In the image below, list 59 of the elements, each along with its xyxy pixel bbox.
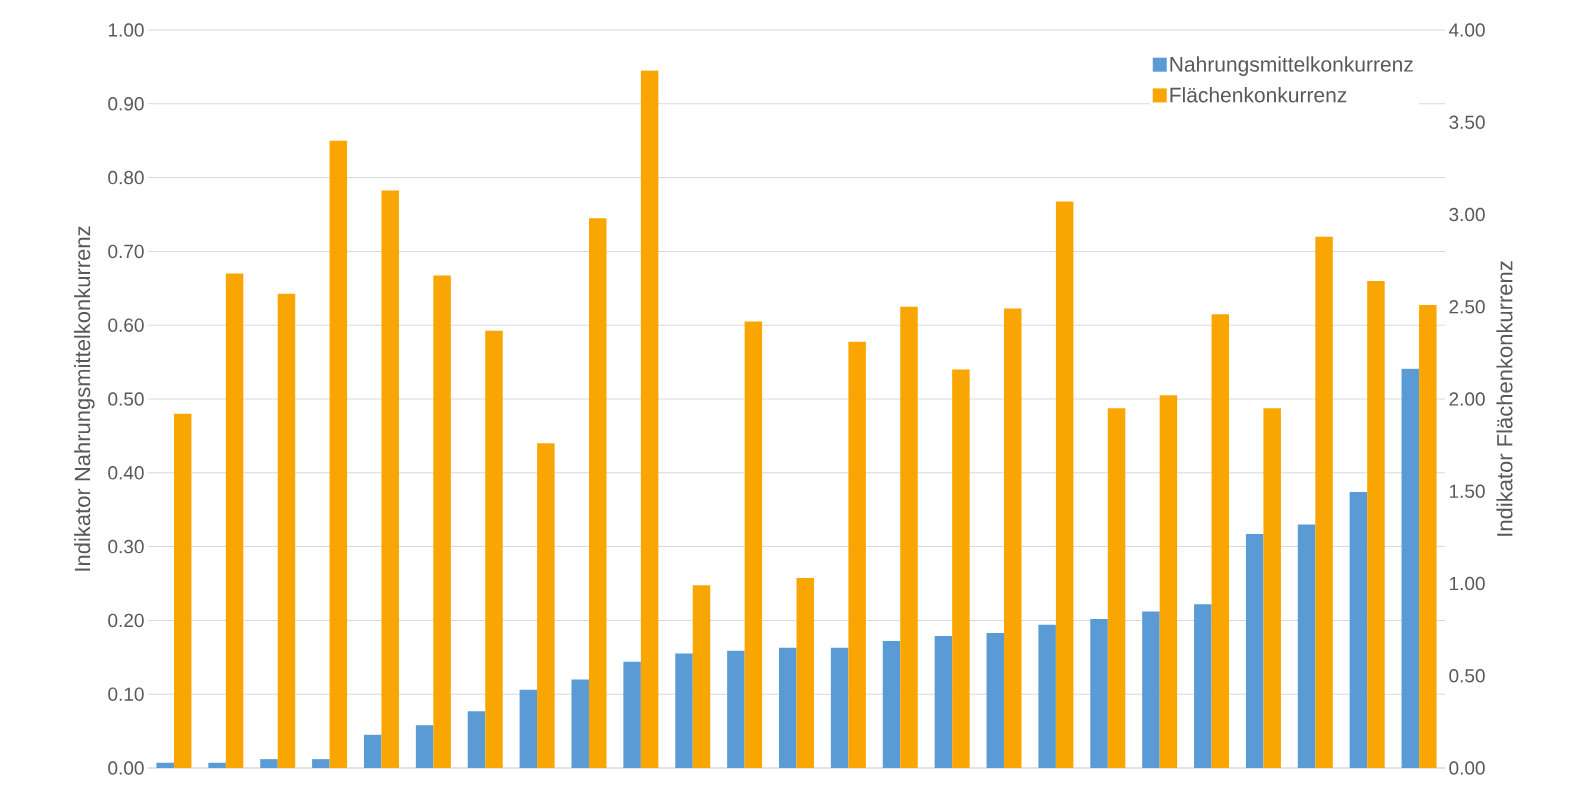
bar — [900, 306, 918, 768]
y-tick-label: 0.30 — [108, 539, 144, 554]
bar — [363, 734, 382, 768]
bar — [225, 273, 244, 768]
y2-tick-label: 2.50 — [1449, 300, 1485, 314]
bar — [1004, 308, 1022, 768]
y2-tick-label: 3.00 — [1449, 207, 1485, 222]
y2-axis-title: Indikator Flächenkonkurrenz — [1496, 261, 1513, 536]
bar — [588, 218, 607, 768]
y-tick-label: 0.70 — [108, 244, 144, 259]
bar — [260, 759, 278, 768]
bar — [882, 641, 901, 768]
y-tick-label: 1.00 — [108, 23, 144, 37]
y2-tick-label: 2.00 — [1449, 392, 1485, 406]
bar — [952, 369, 970, 768]
bar — [537, 443, 555, 768]
bar — [1038, 624, 1056, 768]
bar — [1315, 236, 1333, 768]
bar — [623, 661, 641, 768]
bar — [467, 711, 486, 768]
bar — [329, 140, 348, 768]
bar — [312, 759, 330, 768]
bar — [571, 679, 589, 768]
legend-label: Flächenkonkurrenz — [1170, 87, 1347, 103]
y-tick-label: 0.40 — [108, 466, 144, 480]
y-tick-label: 0.10 — [108, 687, 144, 701]
bar — [986, 632, 1005, 768]
bar — [1055, 201, 1074, 768]
y-tick-label: 0.90 — [108, 97, 144, 111]
y-tick-label: 0.50 — [108, 392, 144, 406]
bar — [208, 762, 226, 768]
bar — [519, 689, 538, 768]
bar — [640, 70, 659, 768]
bar — [485, 330, 503, 768]
bar — [433, 275, 451, 768]
y-axis-title: Indikator Nahrungsmittelkonkurrenz — [74, 226, 95, 571]
y-tick-label: 0.00 — [108, 761, 144, 775]
bar — [727, 650, 745, 768]
bar — [1211, 314, 1230, 768]
y2-tick-label: 0.00 — [1449, 761, 1485, 775]
bar — [415, 725, 434, 768]
y2-tick-label: 1.50 — [1449, 484, 1485, 498]
y-tick-label: 0.80 — [108, 170, 144, 185]
bar — [1159, 395, 1178, 768]
bar — [744, 321, 763, 768]
bar — [156, 762, 174, 768]
bar — [277, 293, 296, 768]
bar — [1107, 408, 1126, 768]
y-tick-label: 0.20 — [108, 613, 144, 628]
y2-tick-label: 3.50 — [1449, 115, 1485, 129]
y2-tick-label: 1.00 — [1449, 576, 1485, 591]
bar — [830, 647, 849, 768]
y-tick-label: 0.60 — [108, 318, 144, 332]
y2-tick-label: 4.00 — [1448, 23, 1485, 37]
y2-tick-label: 0.50 — [1449, 669, 1485, 683]
bar — [848, 341, 866, 768]
legend-label: Nahrungsmittelkonkurrenz — [1170, 56, 1413, 76]
bar — [381, 190, 399, 768]
bar — [173, 413, 192, 768]
